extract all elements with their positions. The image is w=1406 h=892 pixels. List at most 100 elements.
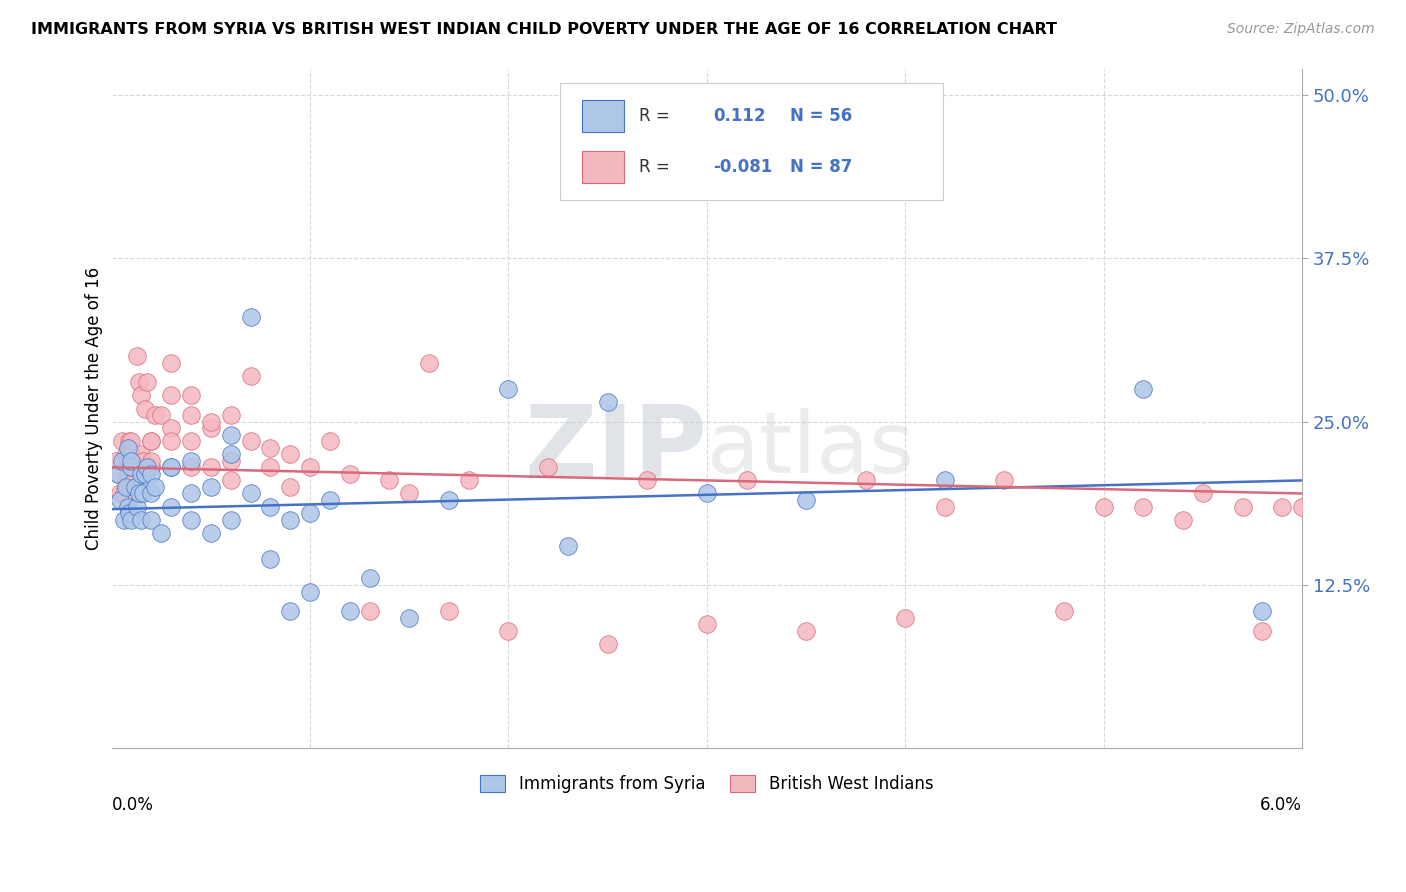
Point — [735, 474, 758, 488]
Point — [121, 447, 143, 461]
Point — [219, 427, 242, 442]
Point — [124, 480, 146, 494]
Point — [596, 637, 619, 651]
Point — [110, 434, 132, 449]
Point — [124, 460, 146, 475]
Point — [160, 421, 183, 435]
Point — [132, 454, 155, 468]
Bar — [582, 151, 623, 184]
Point — [498, 624, 520, 638]
Point — [117, 500, 139, 514]
Point — [278, 480, 301, 494]
Point — [239, 434, 262, 449]
Text: -0.081: -0.081 — [713, 158, 772, 176]
Point — [127, 349, 149, 363]
Point — [418, 356, 440, 370]
Point — [278, 447, 301, 461]
Point — [131, 447, 153, 461]
Point — [114, 474, 136, 488]
Point — [200, 415, 222, 429]
Point — [131, 513, 153, 527]
Point — [993, 474, 1015, 488]
Point — [180, 454, 202, 468]
Point — [141, 460, 163, 475]
Point — [143, 408, 166, 422]
Point — [696, 617, 718, 632]
Point — [180, 513, 202, 527]
Point — [359, 572, 381, 586]
Point — [794, 493, 817, 508]
Point — [299, 460, 322, 475]
Point — [117, 467, 139, 481]
Point — [118, 434, 141, 449]
Point — [141, 486, 163, 500]
Point — [1350, 500, 1372, 514]
Point — [1132, 500, 1154, 514]
Point — [110, 454, 132, 468]
Point — [1251, 604, 1274, 618]
Point — [1371, 604, 1393, 618]
Point — [339, 467, 361, 481]
Point — [128, 376, 150, 390]
Point — [278, 604, 301, 618]
Point — [278, 513, 301, 527]
Point — [200, 421, 222, 435]
Point — [239, 310, 262, 324]
Text: ZIP: ZIP — [524, 401, 707, 498]
Point — [180, 460, 202, 475]
Point — [141, 513, 163, 527]
Point — [136, 460, 159, 475]
Point — [437, 493, 460, 508]
Point — [319, 493, 342, 508]
Point — [114, 447, 136, 461]
Point — [121, 513, 143, 527]
Point — [107, 467, 129, 481]
Y-axis label: Child Poverty Under the Age of 16: Child Poverty Under the Age of 16 — [86, 267, 103, 550]
Point — [1310, 513, 1333, 527]
Point — [134, 467, 156, 481]
Point — [636, 474, 658, 488]
Point — [1391, 617, 1406, 632]
Point — [108, 493, 131, 508]
Point — [1192, 486, 1215, 500]
Point — [398, 486, 420, 500]
Point — [160, 460, 183, 475]
Point — [121, 454, 143, 468]
Point — [160, 388, 183, 402]
Point — [537, 460, 560, 475]
Text: R =: R = — [638, 107, 675, 125]
Point — [141, 434, 163, 449]
Point — [107, 467, 129, 481]
Point — [160, 434, 183, 449]
Text: 0.112: 0.112 — [713, 107, 765, 125]
Point — [112, 486, 135, 500]
Point — [1232, 500, 1254, 514]
Point — [121, 460, 143, 475]
Point — [117, 454, 139, 468]
Point — [696, 486, 718, 500]
Text: 0.0%: 0.0% — [111, 796, 153, 814]
Point — [104, 454, 127, 468]
Point — [131, 388, 153, 402]
Point — [219, 408, 242, 422]
Point — [141, 460, 163, 475]
Point — [557, 539, 579, 553]
Point — [180, 408, 202, 422]
Point — [200, 460, 222, 475]
Point — [259, 441, 281, 455]
Point — [108, 486, 131, 500]
Point — [150, 525, 173, 540]
Point — [239, 486, 262, 500]
Text: R =: R = — [638, 158, 675, 176]
Point — [141, 434, 163, 449]
Point — [112, 513, 135, 527]
Text: IMMIGRANTS FROM SYRIA VS BRITISH WEST INDIAN CHILD POVERTY UNDER THE AGE OF 16 C: IMMIGRANTS FROM SYRIA VS BRITISH WEST IN… — [31, 22, 1057, 37]
Point — [117, 441, 139, 455]
Text: N = 87: N = 87 — [790, 158, 852, 176]
Point — [1271, 500, 1294, 514]
Point — [200, 525, 222, 540]
Point — [180, 434, 202, 449]
Text: N = 56: N = 56 — [790, 107, 852, 125]
Point — [160, 460, 183, 475]
Point — [596, 395, 619, 409]
